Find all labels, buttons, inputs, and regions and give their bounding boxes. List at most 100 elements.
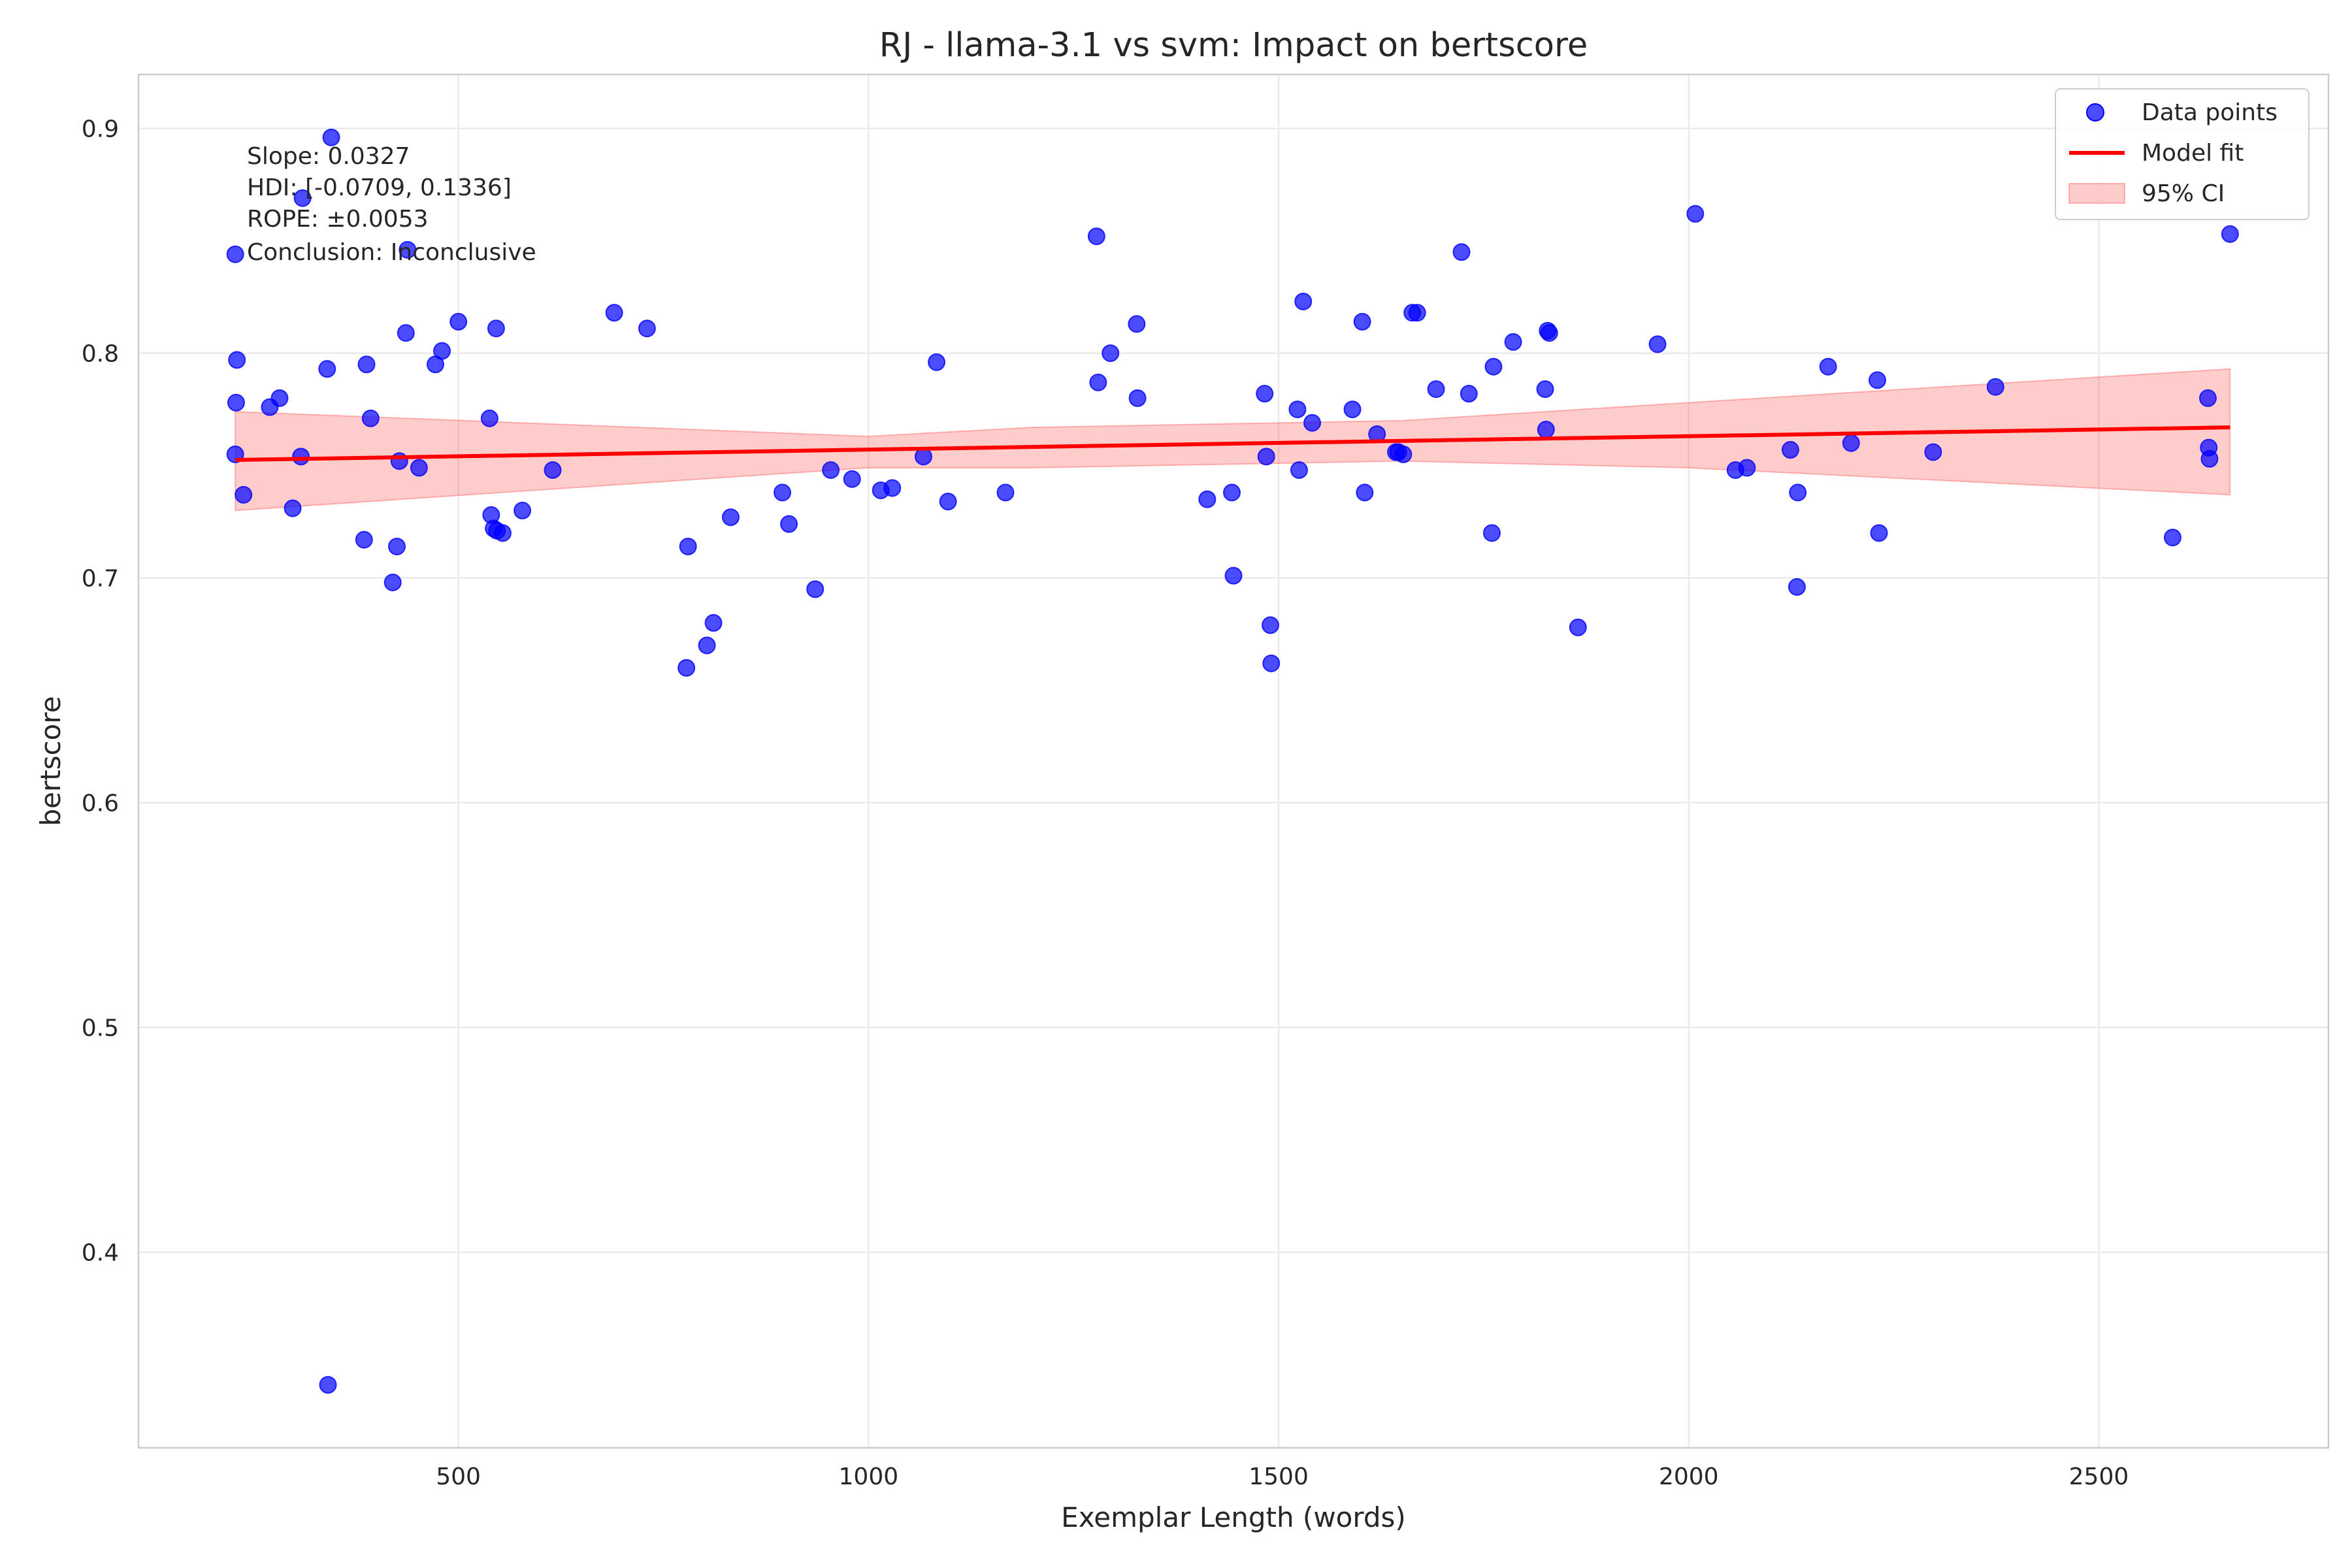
legend-marker-data-points [2086,103,2104,122]
data-point [487,319,505,338]
data-point [357,355,376,374]
y-tick-label: 0.5 [82,1015,119,1042]
data-point [1788,578,1806,596]
data-point [293,189,312,207]
data-point [235,485,253,504]
data-point [319,1376,337,1394]
data-point [1261,616,1279,634]
annotation-hdi: HDI: [-0.0709, 0.1336] [247,174,512,201]
data-point [1537,421,1555,439]
data-point [318,360,336,378]
data-point [774,483,792,502]
data-point [721,508,740,527]
data-point [1842,434,1860,452]
data-point [1536,380,1554,399]
legend-label-data-points: Data points [2142,99,2278,126]
chart-title: RJ - llama-3.1 vs svm: Impact on bertsco… [879,26,1588,65]
y-tick-label: 0.4 [82,1240,119,1267]
data-point [1870,524,1888,542]
data-point [928,353,946,371]
data-point [1343,400,1362,419]
data-point [780,515,798,533]
data-point [1128,315,1146,333]
x-tick-label: 2000 [1659,1463,1719,1490]
data-point [1986,378,2004,396]
data-point [939,493,957,511]
data-point [1484,357,1503,376]
data-point [605,304,623,322]
data-point [1789,483,1807,502]
data-point [544,461,562,479]
data-point [1482,524,1501,542]
data-point [226,245,244,263]
data-point [1781,441,1799,459]
data-point [1257,448,1275,466]
data-point [1222,483,1241,502]
data-point [678,659,696,677]
data-point [284,499,302,517]
data-point [1394,445,1413,463]
data-point [514,501,532,519]
data-point [1504,333,1522,351]
data-point [1224,566,1243,585]
legend-label-ci: 95% CI [2142,180,2225,207]
data-point [1869,371,1887,389]
data-point [996,483,1015,502]
ci-band [235,368,2231,512]
data-point [292,448,310,466]
y-tick-label: 0.7 [82,566,119,593]
legend-box [2055,88,2310,220]
data-point [843,470,861,488]
data-point [1128,389,1147,407]
data-point [449,312,468,331]
x-axis-label: Exemplar Length (words) [1061,1501,1406,1533]
data-point [361,409,380,427]
x-tick-label: 1500 [1249,1463,1309,1490]
data-point [384,573,402,591]
data-point [355,531,373,549]
data-point [399,240,417,259]
stats-annotation: Slope: 0.0327 HDI: [-0.0709, 0.1336] ROP… [247,143,536,266]
data-point [1452,243,1471,261]
data-point [493,524,512,542]
data-point [914,448,932,466]
data-point [1288,400,1307,419]
model-fit-line [235,425,2230,463]
data-point [1460,385,1478,403]
legend-label-model-fit: Model fit [2142,140,2244,167]
y-axis-label: bertscore [35,696,67,826]
data-point [1924,443,1942,461]
data-point [679,537,697,555]
y-axis-ticks: 0.4 0.5 0.6 0.7 0.8 0.9 [82,116,119,1267]
data-point [2163,529,2181,547]
data-point [1102,344,1120,363]
data-point [1294,292,1313,310]
y-tick-label: 0.6 [82,791,119,817]
data-point [1540,324,1558,342]
x-tick-label: 1000 [839,1463,899,1490]
data-point [1569,618,1587,636]
data-point [698,636,716,655]
data-point [1087,227,1105,246]
annotation-conclusion: Conclusion: Inconclusive [247,239,536,266]
data-points [226,128,2239,1394]
data-point [1290,461,1308,479]
x-tick-label: 2500 [2069,1463,2129,1490]
data-point [1819,357,1837,376]
x-axis-ticks: 500 1000 1500 2000 2500 [436,1463,2129,1490]
data-point [1356,483,1374,502]
data-point [1303,414,1322,432]
data-point [1408,304,1426,322]
data-point [2198,389,2217,407]
data-point [480,409,498,427]
annotation-rope: ROPE: ±0.0053 [247,206,429,233]
data-point [227,393,245,412]
data-point [228,351,246,369]
data-point [322,128,340,146]
y-tick-label: 0.8 [82,341,119,368]
legend-marker-ci [2068,183,2125,204]
data-point [270,389,289,407]
data-point [1262,654,1281,672]
data-point [883,479,902,497]
plot-frame [137,73,2330,1449]
